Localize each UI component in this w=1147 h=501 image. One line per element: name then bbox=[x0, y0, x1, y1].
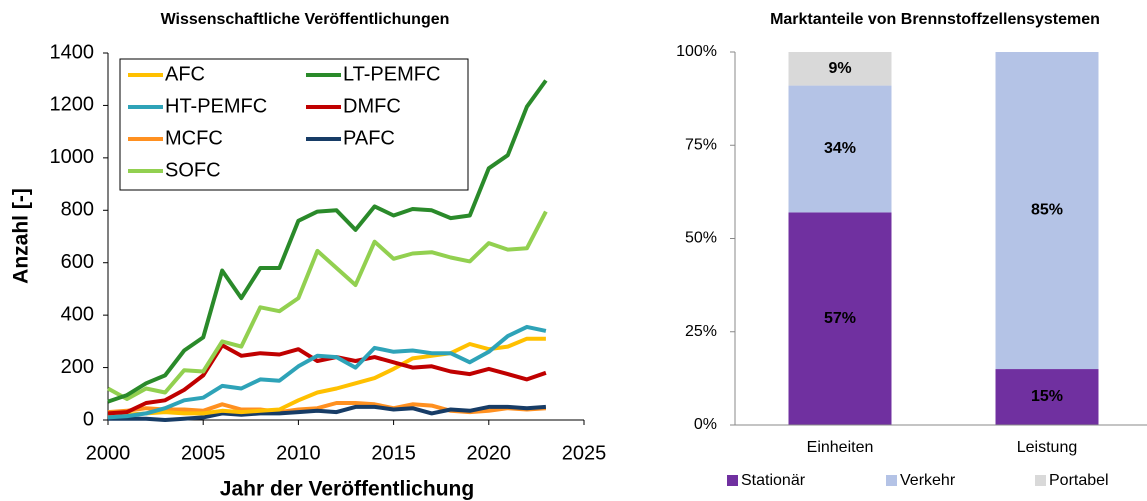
x-tick-label: 2015 bbox=[371, 442, 416, 464]
y-tick-label: 25% bbox=[685, 323, 717, 340]
y-tick-label: 1000 bbox=[50, 146, 95, 168]
y-tick-label: 200 bbox=[61, 356, 94, 378]
value-label: 15% bbox=[1031, 388, 1063, 405]
y-tick-label: 0% bbox=[694, 416, 717, 433]
bar-segment bbox=[788, 212, 892, 425]
legend-label: MCFC bbox=[165, 127, 223, 149]
value-label: 34% bbox=[824, 140, 856, 157]
legend-label: LT-PEMFC bbox=[343, 63, 440, 85]
y-tick-label: 0 bbox=[83, 408, 94, 430]
y-tick-label: 800 bbox=[61, 199, 94, 221]
legend-label: DMFC bbox=[343, 95, 401, 117]
legend-label: AFC bbox=[165, 63, 205, 85]
bar-segment bbox=[788, 52, 892, 86]
y-tick-label: 100% bbox=[676, 43, 717, 60]
legend-label: Verkehr bbox=[900, 472, 956, 489]
chart-title: Marktanteile von Brennstoffzellensysteme… bbox=[770, 11, 1100, 28]
legend-swatch bbox=[1035, 475, 1046, 486]
x-tick-label: Leistung bbox=[1017, 439, 1078, 456]
value-label: 85% bbox=[1031, 202, 1063, 219]
x-tick-label: 2010 bbox=[276, 442, 321, 464]
bar-segment bbox=[995, 369, 1099, 425]
legend-label: SOFC bbox=[165, 159, 221, 181]
y-axis-label: Anzahl [-] bbox=[10, 188, 33, 284]
x-tick-label: 2005 bbox=[181, 442, 226, 464]
bar-segment bbox=[788, 85, 892, 213]
line-series bbox=[107, 343, 547, 416]
legend-label: HT-PEMFC bbox=[165, 95, 267, 117]
line-series bbox=[107, 79, 548, 404]
y-tick-label: 1400 bbox=[50, 41, 95, 63]
x-tick-label: 2000 bbox=[86, 442, 131, 464]
legend-swatch bbox=[727, 475, 738, 486]
line-series bbox=[107, 210, 548, 401]
line-series bbox=[108, 404, 547, 422]
x-tick-label: Einheiten bbox=[807, 439, 874, 456]
legend-label: PAFC bbox=[343, 127, 395, 149]
y-tick-label: 400 bbox=[61, 303, 94, 325]
y-tick-label: 1200 bbox=[50, 94, 95, 116]
y-tick-label: 50% bbox=[685, 230, 717, 247]
legend-swatch bbox=[886, 475, 897, 486]
y-tick-label: 600 bbox=[61, 251, 94, 273]
y-tick-label: 75% bbox=[685, 136, 717, 153]
x-tick-label: 2025 bbox=[562, 442, 607, 464]
line-series bbox=[108, 336, 546, 417]
bar-segment bbox=[995, 52, 1099, 370]
value-label: 9% bbox=[828, 60, 851, 77]
legend-box bbox=[119, 58, 469, 191]
value-label: 57% bbox=[824, 310, 856, 327]
legend-label: Stationär bbox=[741, 472, 806, 489]
x-axis-label: Jahr der Veröffentlichung bbox=[220, 478, 474, 501]
legend-label: Portabel bbox=[1049, 472, 1109, 489]
line-series bbox=[107, 324, 547, 420]
x-tick-label: 2020 bbox=[467, 442, 512, 464]
chart-title: Wissenschaftliche Veröffentlichungen bbox=[161, 11, 450, 28]
